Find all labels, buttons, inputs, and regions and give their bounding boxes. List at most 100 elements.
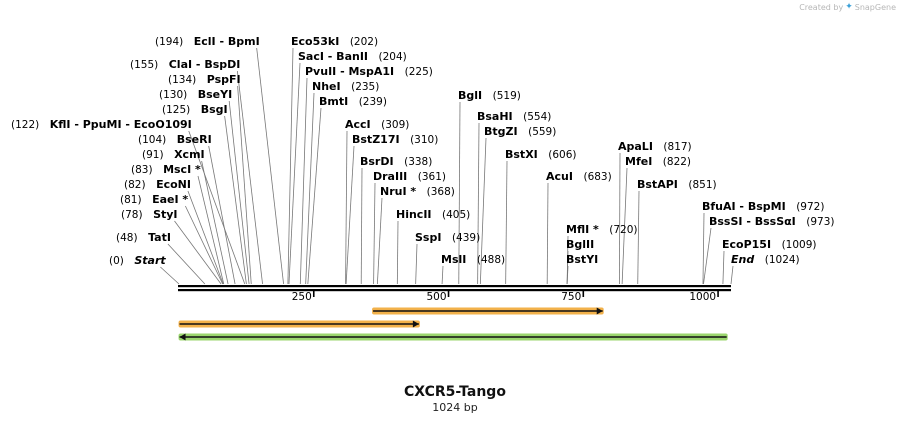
site-connector-line	[415, 243, 418, 285]
site-label-text[interactable]: SspI (439)	[415, 231, 480, 244]
site-label-bstxi[interactable]: BstXI (606)	[505, 148, 577, 161]
site-label-kfli-ppumi-ecoo109i[interactable]: (122) KflI - PpuMI - EcoO109I	[11, 118, 192, 131]
site-label-text[interactable]: (81) EaeI *	[120, 193, 188, 206]
site-label-text[interactable]: (0) Start	[109, 254, 166, 267]
site-label-acui[interactable]: AcuI (683)	[546, 170, 612, 183]
site-label-text[interactable]: (130) BseYI	[159, 88, 232, 101]
site-label-bgli[interactable]: BglI (519)	[458, 89, 521, 102]
site-label-bmti[interactable]: BmtI (239)	[319, 95, 387, 108]
snapgene-credit: Created by ✦ SnapGene	[799, 2, 896, 12]
site-label-text[interactable]: BglI (519)	[458, 89, 521, 102]
site-label-saci-banii[interactable]: SacI - BanII (204)	[298, 50, 407, 63]
site-label-bstapi[interactable]: BstAPI (851)	[637, 178, 717, 191]
site-label-econi[interactable]: (82) EcoNI	[124, 178, 191, 191]
site-label-bstz17i[interactable]: BstZ17I (310)	[352, 133, 438, 146]
site-label-text[interactable]: (122) KflI - PpuMI - EcoO109I	[11, 118, 192, 131]
site-label-bsrdi[interactable]: BsrDI (338)	[360, 155, 432, 168]
site-position: (194)	[155, 36, 183, 48]
site-label-text[interactable]: BglII	[566, 238, 594, 251]
site-label-text[interactable]: BfuAI - BspMI (972)	[702, 200, 824, 213]
site-label-pvuii-mspa1i[interactable]: PvuII - MspA1I (225)	[305, 65, 433, 78]
site-label-text[interactable]: MfeI (822)	[625, 155, 691, 168]
site-name: KflI - PpuMI - EcoO109I	[50, 118, 192, 131]
site-label-text[interactable]: (155) ClaI - BspDI	[130, 58, 240, 71]
site-label-bsahi[interactable]: BsaHI (554)	[477, 110, 551, 123]
site-label-msci[interactable]: (83) MscI *	[131, 163, 201, 176]
site-label-text[interactable]: AcuI (683)	[546, 170, 612, 183]
site-label-text[interactable]: HincII (405)	[396, 208, 470, 221]
site-label-bsssi-bsss-i[interactable]: BssSI - BssSαI (973)	[709, 215, 835, 228]
site-label-pspfi[interactable]: (134) PspFI	[168, 73, 241, 86]
site-label-bseyi[interactable]: (130) BseYI	[159, 88, 232, 101]
site-position: (519)	[493, 90, 521, 102]
site-label-text[interactable]: NheI (235)	[312, 80, 379, 93]
site-connector-line	[621, 167, 628, 285]
site-connector-lines	[160, 47, 734, 285]
site-label-text[interactable]: (83) MscI *	[131, 163, 201, 176]
site-label-text[interactable]: (91) XcmI	[142, 148, 205, 161]
site-label-text[interactable]: BsaHI (554)	[477, 110, 551, 123]
site-label-start[interactable]: (0) Start	[109, 254, 166, 267]
site-label-text[interactable]: (48) TatI	[116, 231, 171, 244]
site-label-text[interactable]: (82) EcoNI	[124, 178, 191, 191]
site-name: ClaI - BspDI	[169, 58, 241, 71]
site-label-text[interactable]: BstYI	[566, 253, 598, 266]
site-label-text[interactable]: PvuII - MspA1I (225)	[305, 65, 433, 78]
site-label-text[interactable]: EcoP15I (1009)	[722, 238, 816, 251]
site-label-end[interactable]: End (1024)	[731, 253, 800, 266]
site-label-text[interactable]: NruI * (368)	[380, 185, 455, 198]
site-label-ecop15i[interactable]: EcoP15I (1009)	[722, 238, 816, 251]
site-label-mfli[interactable]: MflI * (720)	[566, 223, 638, 236]
site-label-sspi[interactable]: SspI (439)	[415, 231, 480, 244]
site-label-msli[interactable]: MslI (488)	[441, 253, 505, 266]
site-label-bstyi[interactable]: BstYI	[566, 253, 598, 266]
site-label-bseri[interactable]: (104) BseRI	[138, 133, 212, 146]
site-label-text[interactable]: (125) BsgI	[162, 103, 228, 116]
site-label-nhei[interactable]: NheI (235)	[312, 80, 379, 93]
site-label-bfuai-bspmi[interactable]: BfuAI - BspMI (972)	[702, 200, 824, 213]
site-label-text[interactable]: BstXI (606)	[505, 148, 577, 161]
site-label-text[interactable]: (194) EclI - BpmI	[155, 35, 260, 48]
site-label-apali[interactable]: ApaLI (817)	[618, 140, 692, 153]
site-label-text[interactable]: BtgZI (559)	[484, 125, 556, 138]
site-label-text[interactable]: DraIII (361)	[373, 170, 446, 183]
site-label-text[interactable]: Eco53kI (202)	[291, 35, 378, 48]
site-label-text[interactable]: ApaLI (817)	[618, 140, 692, 153]
site-label-acci[interactable]: AccI (309)	[345, 118, 409, 131]
site-label-text[interactable]: BstZ17I (310)	[352, 133, 438, 146]
site-position: (851)	[688, 179, 716, 191]
site-label-xcmi[interactable]: (91) XcmI	[142, 148, 205, 161]
site-name: EclI - BpmI	[194, 35, 260, 48]
site-label-eaei[interactable]: (81) EaeI *	[120, 193, 188, 206]
site-label-eco53ki[interactable]: Eco53kI (202)	[291, 35, 378, 48]
site-label-text[interactable]: BmtI (239)	[319, 95, 387, 108]
site-label-text[interactable]: (134) PspFI	[168, 73, 241, 86]
site-label-text[interactable]: BstAPI (851)	[637, 178, 717, 191]
site-label-tati[interactable]: (48) TatI	[116, 231, 171, 244]
site-label-text[interactable]: MflI * (720)	[566, 223, 638, 236]
site-label-hincii[interactable]: HincII (405)	[396, 208, 470, 221]
site-connector-line	[441, 265, 444, 285]
site-label-mfei[interactable]: MfeI (822)	[625, 155, 691, 168]
site-name: ApaLI	[618, 140, 653, 153]
site-label-nrui[interactable]: NruI * (368)	[380, 185, 455, 198]
site-label-text[interactable]: End (1024)	[731, 253, 800, 266]
site-label-text[interactable]: SacI - BanII (204)	[298, 50, 407, 63]
site-label-bsgi[interactable]: (125) BsgI	[162, 103, 228, 116]
site-label-bglii[interactable]: BglII	[566, 238, 594, 251]
site-label-btgzi[interactable]: BtgZI (559)	[484, 125, 556, 138]
site-label-text[interactable]: BsrDI (338)	[360, 155, 432, 168]
site-label-text[interactable]: (104) BseRI	[138, 133, 212, 146]
site-label-text[interactable]: MslI (488)	[441, 253, 505, 266]
site-label-ecli-bpmi[interactable]: (194) EclI - BpmI	[155, 35, 260, 48]
site-labels[interactable]: (0) Start (48) TatI (78) StyI (81) EaeI * (8…	[11, 35, 835, 267]
site-connector-line	[477, 122, 480, 285]
site-label-styi[interactable]: (78) StyI	[121, 208, 178, 221]
site-label-clai-bspdi[interactable]: (155) ClaI - BspDI	[130, 58, 240, 71]
site-label-text[interactable]: BssSI - BssSαI (973)	[709, 215, 835, 228]
site-name: EaeI *	[152, 193, 188, 206]
site-label-draiii[interactable]: DraIII (361)	[373, 170, 446, 183]
site-label-text[interactable]: (78) StyI	[121, 208, 178, 221]
site-name: MflI *	[566, 223, 599, 236]
site-label-text[interactable]: AccI (309)	[345, 118, 409, 131]
